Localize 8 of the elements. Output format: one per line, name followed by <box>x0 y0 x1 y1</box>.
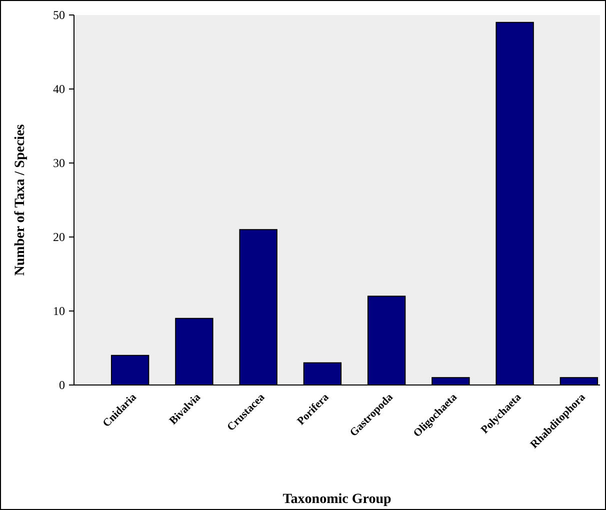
y-tick-label: 40 <box>53 82 65 96</box>
y-tick-label: 10 <box>53 304 65 318</box>
y-tick-label: 0 <box>59 378 65 392</box>
y-tick-label: 50 <box>53 8 65 22</box>
x-axis-title: Taxonomic Group <box>282 492 392 507</box>
y-tick-label: 30 <box>53 156 65 170</box>
y-tick-label: 20 <box>53 230 65 244</box>
y-axis-title: Number of Taxa / Species <box>13 124 28 276</box>
